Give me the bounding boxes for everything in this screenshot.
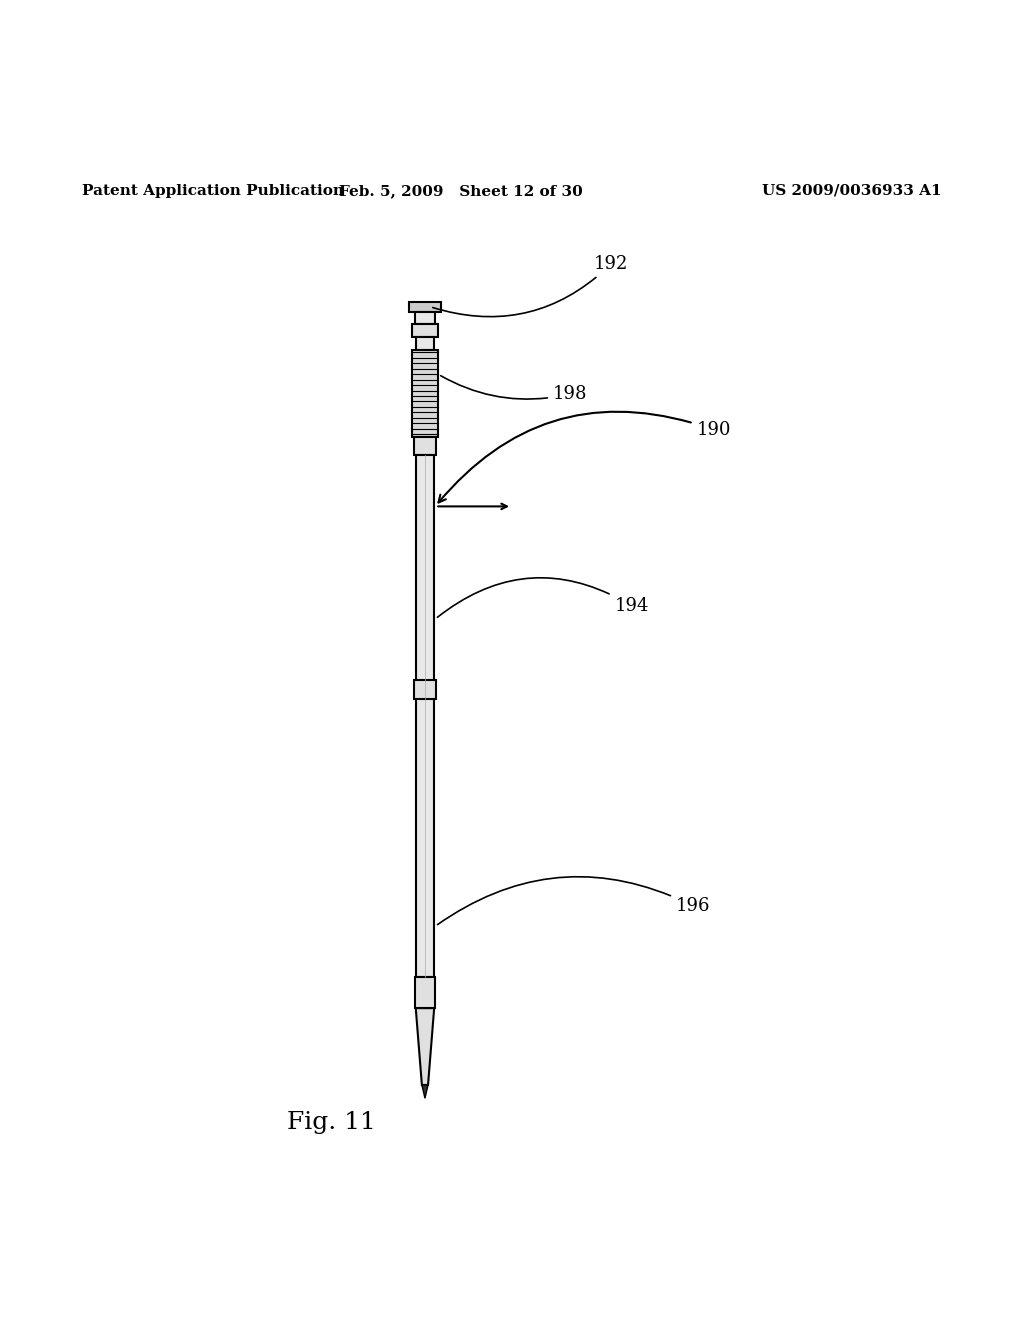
Bar xyxy=(412,350,438,437)
Text: 190: 190 xyxy=(438,412,731,503)
Text: 192: 192 xyxy=(433,255,629,317)
Bar xyxy=(414,437,436,455)
Bar xyxy=(416,455,434,977)
Text: Feb. 5, 2009   Sheet 12 of 30: Feb. 5, 2009 Sheet 12 of 30 xyxy=(339,183,583,198)
Text: Fig. 11: Fig. 11 xyxy=(287,1110,376,1134)
Text: 194: 194 xyxy=(437,578,649,618)
Bar xyxy=(412,325,438,338)
Bar xyxy=(416,338,434,350)
Bar xyxy=(409,301,441,312)
Polygon shape xyxy=(422,1085,428,1098)
Bar xyxy=(415,977,435,1008)
Text: US 2009/0036933 A1: US 2009/0036933 A1 xyxy=(763,183,942,198)
Text: Patent Application Publication: Patent Application Publication xyxy=(82,183,344,198)
Text: 198: 198 xyxy=(440,376,588,403)
Bar xyxy=(415,312,435,325)
Text: 196: 196 xyxy=(437,876,711,924)
Polygon shape xyxy=(416,1008,434,1085)
Bar xyxy=(414,681,436,698)
